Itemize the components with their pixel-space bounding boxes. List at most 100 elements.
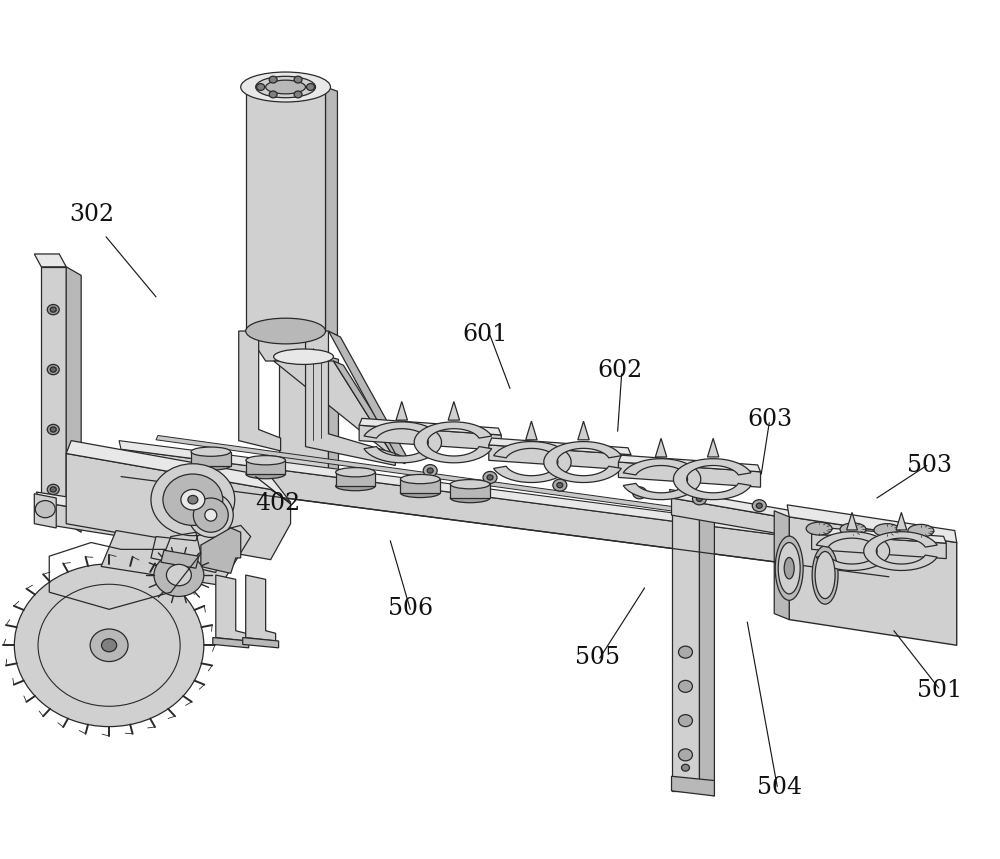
Polygon shape: [618, 462, 761, 487]
Text: 402: 402: [256, 492, 301, 515]
Polygon shape: [243, 637, 279, 648]
Circle shape: [163, 474, 223, 526]
Circle shape: [294, 91, 302, 98]
Circle shape: [307, 83, 315, 90]
Polygon shape: [41, 267, 66, 524]
Ellipse shape: [812, 546, 838, 604]
Polygon shape: [489, 438, 631, 454]
Polygon shape: [359, 425, 501, 450]
Text: 601: 601: [462, 323, 507, 345]
Circle shape: [696, 497, 702, 502]
Polygon shape: [864, 532, 937, 570]
Circle shape: [294, 76, 302, 83]
Text: 506: 506: [388, 597, 433, 619]
Polygon shape: [414, 422, 492, 463]
Ellipse shape: [205, 509, 217, 521]
Circle shape: [427, 468, 433, 473]
Circle shape: [50, 427, 56, 432]
Ellipse shape: [450, 479, 490, 489]
Circle shape: [487, 475, 493, 480]
Polygon shape: [672, 498, 699, 791]
Circle shape: [752, 500, 766, 512]
Polygon shape: [328, 331, 408, 460]
Circle shape: [181, 490, 205, 510]
Polygon shape: [239, 331, 281, 451]
Ellipse shape: [193, 498, 228, 533]
Circle shape: [151, 464, 235, 536]
Polygon shape: [66, 441, 291, 503]
Text: 602: 602: [598, 359, 643, 382]
Ellipse shape: [188, 493, 233, 538]
Polygon shape: [41, 503, 176, 545]
Polygon shape: [670, 490, 819, 524]
Ellipse shape: [336, 467, 375, 477]
Ellipse shape: [191, 461, 231, 470]
Text: 505: 505: [575, 646, 620, 669]
Polygon shape: [544, 442, 621, 483]
Ellipse shape: [908, 524, 934, 537]
Polygon shape: [896, 513, 907, 530]
Ellipse shape: [806, 522, 832, 535]
Ellipse shape: [400, 474, 440, 484]
Polygon shape: [161, 551, 199, 568]
Polygon shape: [333, 361, 405, 464]
Circle shape: [637, 490, 643, 496]
Circle shape: [679, 715, 692, 727]
Ellipse shape: [246, 318, 325, 344]
Polygon shape: [448, 401, 460, 420]
Polygon shape: [812, 534, 946, 558]
Polygon shape: [526, 421, 537, 440]
Polygon shape: [655, 438, 667, 457]
Polygon shape: [672, 777, 714, 796]
Text: 503: 503: [907, 454, 952, 477]
Text: 302: 302: [69, 203, 114, 226]
Circle shape: [269, 76, 277, 83]
Polygon shape: [400, 479, 440, 493]
Circle shape: [50, 307, 56, 312]
Polygon shape: [774, 511, 789, 619]
Polygon shape: [191, 452, 231, 466]
Polygon shape: [101, 526, 251, 585]
Polygon shape: [34, 494, 56, 528]
Ellipse shape: [336, 482, 375, 490]
Circle shape: [633, 487, 647, 499]
Polygon shape: [246, 460, 285, 474]
Polygon shape: [246, 87, 325, 331]
Polygon shape: [66, 267, 81, 533]
Circle shape: [269, 91, 277, 98]
Circle shape: [679, 749, 692, 761]
Polygon shape: [325, 87, 337, 335]
Circle shape: [257, 83, 265, 90]
Circle shape: [14, 564, 204, 727]
Polygon shape: [121, 449, 889, 576]
Polygon shape: [450, 484, 490, 498]
Polygon shape: [274, 361, 395, 460]
Polygon shape: [578, 421, 589, 440]
Circle shape: [35, 501, 55, 518]
Polygon shape: [34, 254, 66, 267]
Polygon shape: [673, 459, 751, 500]
Circle shape: [90, 629, 128, 661]
Circle shape: [50, 367, 56, 372]
Polygon shape: [213, 637, 249, 648]
Polygon shape: [328, 356, 338, 494]
Circle shape: [553, 479, 567, 491]
Polygon shape: [364, 422, 441, 463]
Polygon shape: [359, 418, 501, 435]
Polygon shape: [699, 498, 714, 796]
Circle shape: [102, 639, 117, 652]
Polygon shape: [279, 356, 328, 490]
Ellipse shape: [246, 470, 285, 478]
Polygon shape: [336, 472, 375, 486]
Ellipse shape: [266, 80, 306, 94]
Circle shape: [47, 484, 59, 495]
Circle shape: [166, 564, 191, 586]
Circle shape: [154, 554, 204, 596]
Ellipse shape: [874, 524, 900, 537]
Text: 501: 501: [917, 679, 962, 702]
Polygon shape: [812, 527, 946, 543]
Ellipse shape: [450, 493, 490, 503]
Ellipse shape: [241, 72, 330, 102]
Polygon shape: [618, 455, 761, 472]
Polygon shape: [396, 401, 407, 420]
